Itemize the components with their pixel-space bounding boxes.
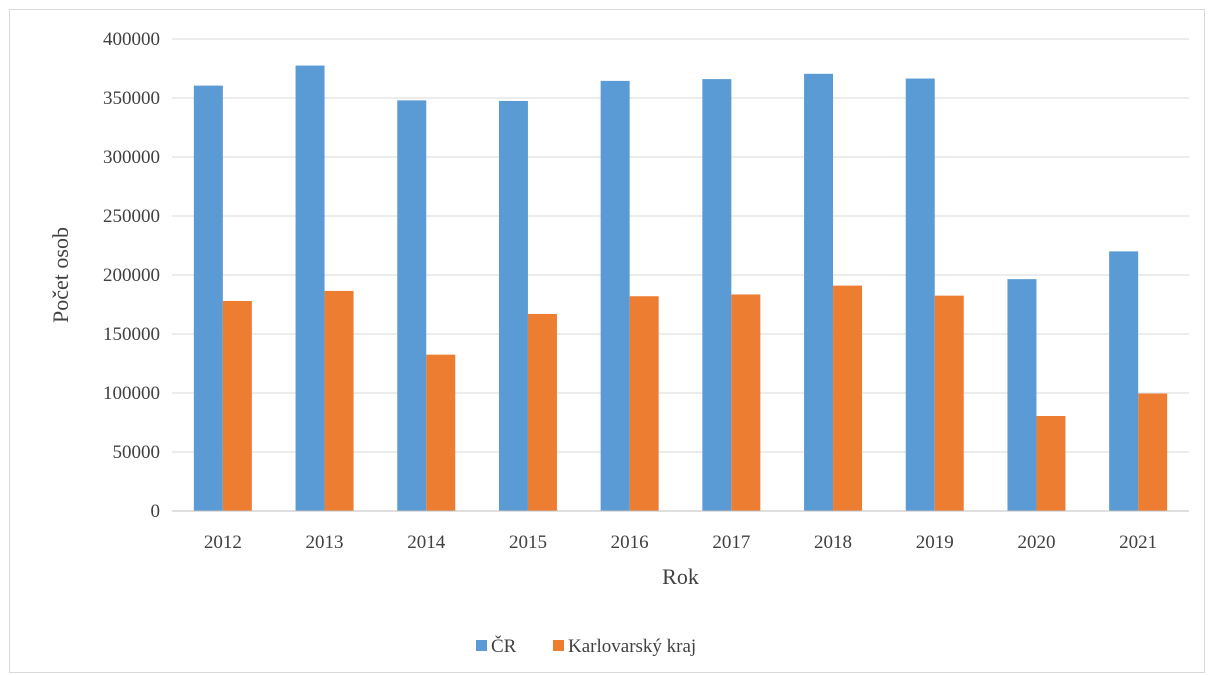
bar-karlovarsky-kraj-2017 [731,294,761,511]
bar-karlovarsky-kraj-2020 [1036,416,1066,511]
y-tick-label: 250000 [103,206,160,227]
x-axis-title: Rok [662,564,699,589]
bar-karlovarsky-kraj-2014 [426,354,456,511]
bar-karlovarsky-kraj-2016 [629,296,659,511]
x-tick-label: 2017 [712,532,750,553]
x-tick-label: 2012 [204,532,242,553]
y-tick-label: 100000 [103,383,160,404]
bar-karlovarsky-kraj-2012 [222,300,252,511]
y-axis-title: Počet osob [48,227,73,323]
x-tick-label: 2016 [611,532,649,553]
x-tick-label: 2013 [306,532,344,553]
y-tick-label: 50000 [113,442,161,463]
bar-karlovarsky-kraj-2018 [833,285,863,511]
x-tick-label: 2018 [814,532,852,553]
x-tick-label: 2020 [1017,532,1055,553]
bar-cr-2013 [295,65,325,512]
y-tick-label: 200000 [103,265,160,286]
x-axis-ticks: 2012 2013 2014 2015 2016 2017 2018 2019 2020 2021 [204,532,1157,553]
y-tick-label: 350000 [103,88,160,109]
y-tick-label: 150000 [103,324,160,345]
legend-swatch [553,640,564,651]
x-tick-label: 2021 [1119,532,1157,553]
bar-cr-2012 [193,85,223,512]
bar-karlovarsky-kraj-2015 [527,313,557,511]
bar-cr-2017 [702,79,732,512]
y-tick-label: 400000 [103,29,160,50]
bar-cr-2015 [498,100,528,511]
bar-cr-2018 [804,73,834,511]
x-tick-label: 2015 [509,532,547,553]
x-tick-label: 2014 [407,532,446,553]
bar-cr-2014 [397,100,427,512]
bar-cr-2016 [600,80,630,511]
legend-label: Karlovarský kraj [568,636,696,657]
x-tick-label: 2019 [916,532,954,553]
bars [193,65,1168,512]
y-tick-label: 300000 [103,147,160,168]
bar-karlovarsky-kraj-2019 [934,295,964,511]
bar-cr-2021 [1109,251,1139,511]
bar-cr-2019 [905,78,935,511]
legend-swatch [476,640,487,651]
y-tick-label: 0 [151,501,161,522]
bar-karlovarsky-kraj-2013 [324,290,354,511]
bar-karlovarsky-kraj-2021 [1138,393,1168,511]
y-axis-ticks: 0 50000 100000 150000 200000 250000 300000 3500… [103,29,160,522]
legend-label: ČR [491,635,517,657]
bar-cr-2020 [1007,279,1037,511]
legend: ČR Karlovarský kraj [476,635,696,657]
